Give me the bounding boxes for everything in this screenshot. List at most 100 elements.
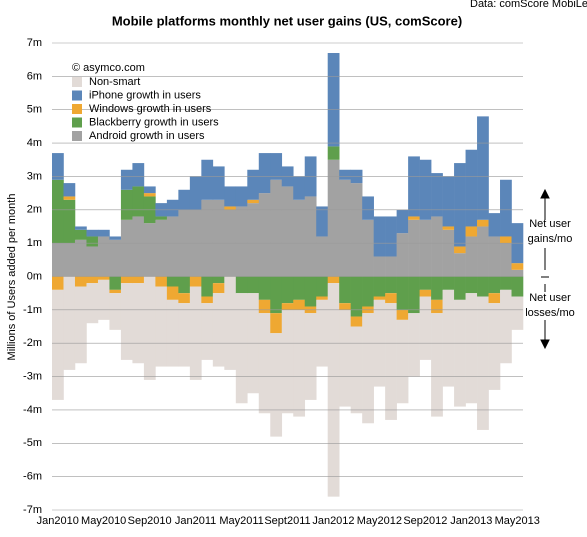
bar-segment — [235, 276, 248, 294]
bar-segment — [247, 199, 260, 204]
bar-segment — [488, 276, 501, 294]
bar-segment — [316, 206, 329, 237]
legend-swatch — [72, 104, 82, 114]
x-tick-label: May2010 — [81, 515, 126, 527]
bar-segment — [316, 236, 329, 277]
legend-label: Non-smart — [89, 76, 140, 88]
bar-segment — [155, 286, 168, 367]
bar-segment — [454, 299, 466, 407]
bar-segment — [52, 289, 64, 400]
bar-segment — [431, 276, 443, 300]
bar-segment — [109, 276, 122, 290]
bar-segment — [500, 289, 512, 364]
legend-label: Blackberry growth in users — [89, 116, 219, 128]
bar-segment — [408, 156, 420, 217]
bar-segment — [477, 276, 489, 297]
bar-segment — [327, 283, 340, 497]
bar-segment — [511, 263, 524, 270]
bar-segment — [316, 276, 329, 297]
y-tick-label: 3m — [27, 170, 42, 182]
bar-segment — [362, 313, 374, 424]
bar-segment — [373, 256, 386, 277]
y-tick-label: 0m — [27, 270, 42, 282]
bar-segment — [86, 229, 99, 237]
bar-segment — [63, 183, 76, 197]
bar-segment — [247, 169, 260, 200]
annotation: losses/mo — [525, 307, 575, 319]
bar-segment — [132, 216, 145, 277]
legend-swatch — [72, 117, 82, 128]
bar-segment — [63, 199, 76, 244]
bar-segment — [52, 243, 64, 277]
bar-segment — [477, 219, 489, 227]
bar-segment — [212, 166, 225, 200]
bar-segment — [97, 229, 110, 237]
x-tick-label: Jan2013 — [450, 515, 492, 527]
bar-segment — [396, 309, 409, 320]
bar-segment — [396, 233, 409, 277]
bar-segment — [235, 186, 248, 207]
bar-segment — [143, 193, 156, 197]
bar-segment — [178, 293, 191, 304]
bar-segment — [63, 243, 76, 277]
bar-segment — [166, 199, 179, 217]
bar-segment — [143, 223, 156, 277]
bar-segment — [431, 313, 443, 417]
bar-segment — [465, 236, 478, 277]
source: Data: comScore MobiLens — [470, 0, 587, 10]
bar-segment — [97, 279, 110, 320]
bar-segment — [500, 236, 512, 244]
bar-segment — [63, 196, 76, 200]
bar-segment — [74, 239, 87, 277]
bar-segment — [362, 276, 374, 307]
bar-segment — [52, 153, 64, 180]
bar-segment — [419, 219, 432, 277]
bar-segment — [155, 219, 168, 277]
bar-segment — [132, 283, 145, 364]
y-tick-label: 6m — [27, 70, 42, 82]
grid — [52, 42, 523, 511]
bar-segment — [281, 309, 294, 414]
bar-segment — [247, 276, 260, 294]
x-tick-label: Sep2012 — [403, 515, 447, 527]
bar-segment — [52, 179, 64, 244]
bar-segment — [63, 276, 76, 370]
bar-segment — [166, 299, 179, 367]
bar-segment — [270, 333, 283, 437]
bar-segment — [385, 276, 397, 294]
bar-segment — [109, 236, 122, 240]
bar-segment — [109, 289, 122, 294]
bar-segment — [212, 199, 225, 277]
bar-segment — [270, 276, 283, 314]
bar-segment — [166, 286, 179, 300]
bar-segment — [419, 276, 432, 290]
x-tick-label: Jan2010 — [37, 515, 79, 527]
annotation: gains/mo — [528, 233, 573, 245]
bar-segment — [500, 179, 512, 237]
bar-segment — [327, 53, 340, 147]
bar-segment — [385, 256, 397, 277]
bar-segment — [120, 276, 133, 284]
bar-segment — [293, 199, 306, 277]
y-tick-label: 4m — [27, 137, 42, 149]
bar-segment — [396, 276, 409, 310]
bar-segment — [201, 303, 214, 360]
bar-segment — [419, 159, 432, 220]
bar-segment — [52, 276, 64, 290]
bar-segment — [408, 219, 420, 277]
bar-segment — [224, 276, 237, 370]
bar-segment — [281, 186, 294, 277]
bar-segment — [189, 286, 202, 380]
bar-segment — [511, 276, 524, 297]
bar-segment — [465, 226, 478, 237]
bar-segment — [442, 229, 455, 277]
bar-segment — [132, 276, 145, 284]
bar-segment — [408, 276, 420, 314]
bar-segment — [258, 153, 271, 194]
bar-segment — [385, 216, 397, 257]
y-tick-label: -1m — [23, 304, 42, 316]
bar-segment — [304, 276, 317, 307]
bar-segment — [350, 276, 363, 317]
bar-segment — [86, 276, 99, 284]
